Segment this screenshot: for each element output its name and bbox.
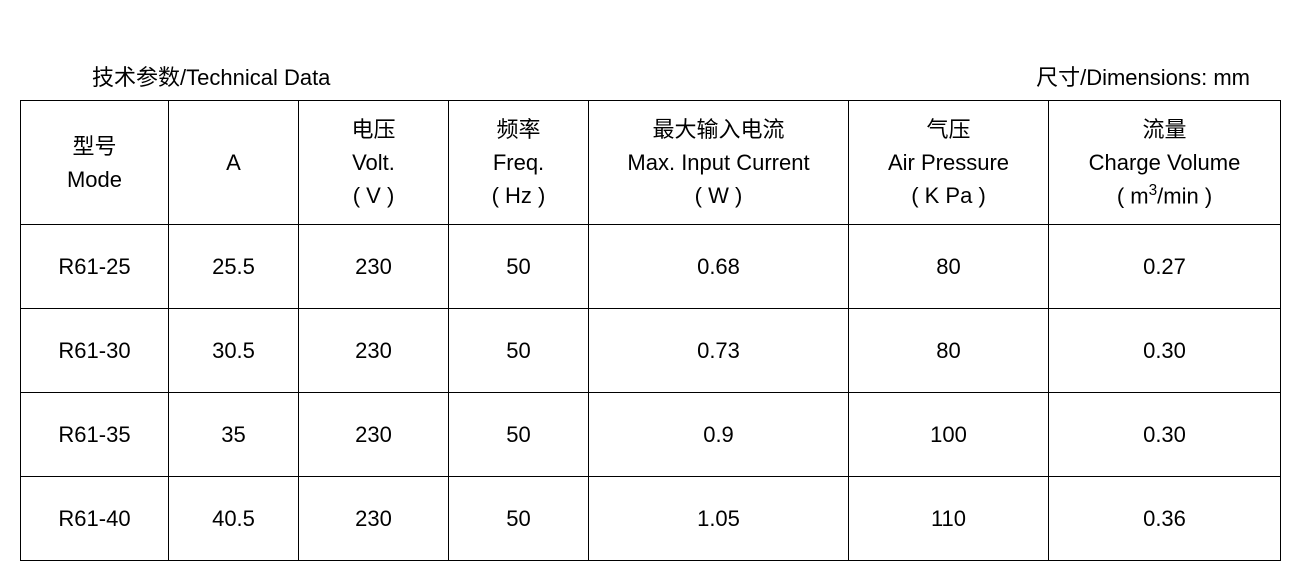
table-head: 型号 Mode A 电压 Volt. ( V ) 频率 Freq. ( Hz ) — [21, 101, 1281, 225]
cell-volt: 230 — [299, 393, 449, 477]
cell-freq: 50 — [449, 309, 589, 393]
header-en: A — [173, 146, 294, 179]
header-en: Volt. — [303, 146, 444, 179]
cell-pressure: 100 — [849, 393, 1049, 477]
cell-a: 35 — [169, 393, 299, 477]
cell-a: 30.5 — [169, 309, 299, 393]
caption-left: 技术参数/Technical Data — [20, 60, 330, 92]
header-zh: 电压 — [303, 113, 444, 146]
table-row: R61-35 35 230 50 0.9 100 0.30 — [21, 393, 1281, 477]
header-unit: ( K Pa ) — [853, 179, 1044, 212]
technical-data-table: 型号 Mode A 电压 Volt. ( V ) 频率 Freq. ( Hz ) — [20, 100, 1281, 561]
header-a: A — [169, 101, 299, 225]
header-volt: 电压 Volt. ( V ) — [299, 101, 449, 225]
caption-row: 技术参数/Technical Data 尺寸/Dimensions: mm — [20, 60, 1280, 100]
header-en: Mode — [25, 163, 164, 196]
cell-volume: 0.36 — [1049, 477, 1281, 561]
header-charge-volume: 流量 Charge Volume ( m3/min ) — [1049, 101, 1281, 225]
table-row: R61-30 30.5 230 50 0.73 80 0.30 — [21, 309, 1281, 393]
header-en: Freq. — [453, 146, 584, 179]
header-mode: 型号 Mode — [21, 101, 169, 225]
cell-pressure: 110 — [849, 477, 1049, 561]
header-en: Air Pressure — [853, 146, 1044, 179]
cell-current: 0.68 — [589, 225, 849, 309]
cell-current: 0.9 — [589, 393, 849, 477]
cell-volume: 0.30 — [1049, 309, 1281, 393]
cell-freq: 50 — [449, 477, 589, 561]
cell-current: 0.73 — [589, 309, 849, 393]
table-body: R61-25 25.5 230 50 0.68 80 0.27 R61-30 3… — [21, 225, 1281, 561]
header-zh: 流量 — [1053, 113, 1276, 146]
header-row: 型号 Mode A 电压 Volt. ( V ) 频率 Freq. ( Hz ) — [21, 101, 1281, 225]
page-container: 技术参数/Technical Data 尺寸/Dimensions: mm 型号… — [0, 0, 1300, 581]
cell-mode: R61-40 — [21, 477, 169, 561]
cell-volt: 230 — [299, 225, 449, 309]
cell-mode: R61-35 — [21, 393, 169, 477]
header-zh: 频率 — [453, 113, 584, 146]
header-unit: ( Hz ) — [453, 179, 584, 212]
header-unit: ( m3/min ) — [1053, 179, 1276, 212]
table-row: R61-40 40.5 230 50 1.05 110 0.36 — [21, 477, 1281, 561]
header-en: Max. Input Current — [593, 146, 844, 179]
header-unit: ( W ) — [593, 179, 844, 212]
cell-mode: R61-30 — [21, 309, 169, 393]
cell-volume: 0.27 — [1049, 225, 1281, 309]
cell-freq: 50 — [449, 225, 589, 309]
cell-volt: 230 — [299, 309, 449, 393]
cell-freq: 50 — [449, 393, 589, 477]
cell-a: 25.5 — [169, 225, 299, 309]
table-row: R61-25 25.5 230 50 0.68 80 0.27 — [21, 225, 1281, 309]
cell-volume: 0.30 — [1049, 393, 1281, 477]
cell-pressure: 80 — [849, 309, 1049, 393]
header-air-pressure: 气压 Air Pressure ( K Pa ) — [849, 101, 1049, 225]
header-unit: ( V ) — [303, 179, 444, 212]
cell-pressure: 80 — [849, 225, 1049, 309]
header-max-input-current: 最大输入电流 Max. Input Current ( W ) — [589, 101, 849, 225]
header-en: Charge Volume — [1053, 146, 1276, 179]
cell-a: 40.5 — [169, 477, 299, 561]
header-zh: 型号 — [25, 130, 164, 163]
cell-volt: 230 — [299, 477, 449, 561]
header-freq: 频率 Freq. ( Hz ) — [449, 101, 589, 225]
caption-right: 尺寸/Dimensions: mm — [1036, 60, 1280, 92]
header-zh: 最大输入电流 — [593, 113, 844, 146]
cell-current: 1.05 — [589, 477, 849, 561]
header-zh: 气压 — [853, 113, 1044, 146]
cell-mode: R61-25 — [21, 225, 169, 309]
